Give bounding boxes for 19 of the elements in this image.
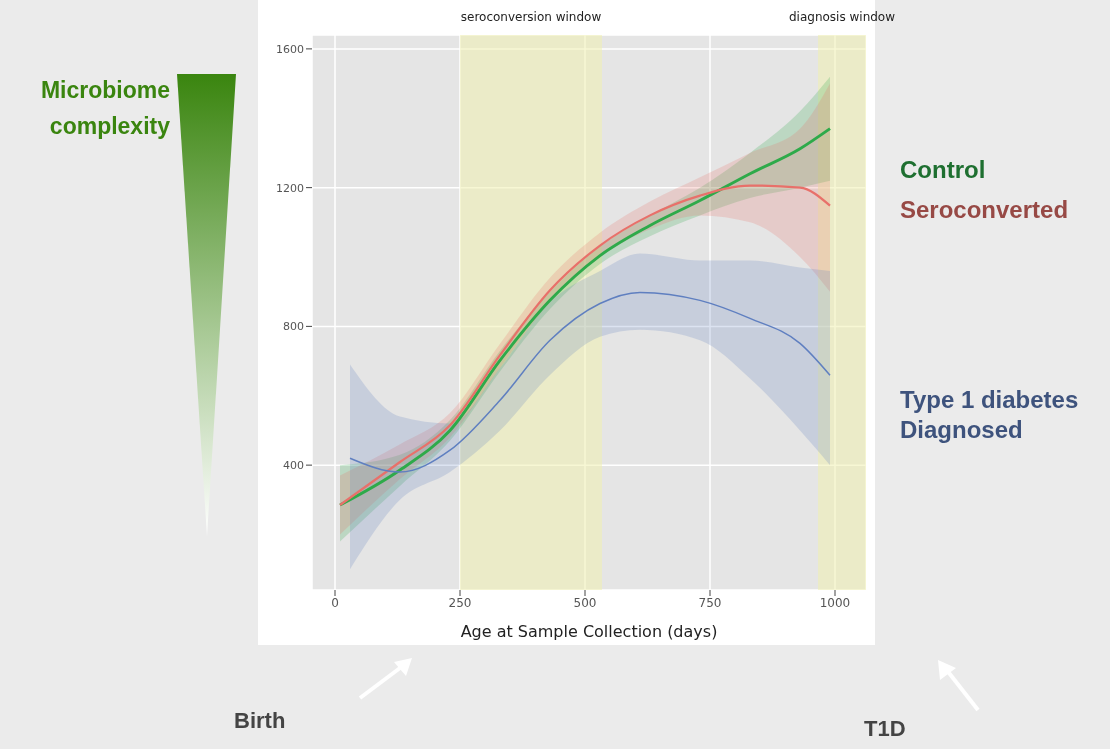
text: Microbiome complexity — [39, 76, 170, 141]
band-label: diagnosis window — [788, 10, 896, 24]
text: T1D — [864, 716, 906, 742]
x-tick-label: 250 — [448, 595, 472, 610]
x-axis-title: Age at Sample Collection (days) — [460, 622, 718, 641]
band-label: seroconversion window — [460, 10, 602, 24]
text: Type 1 diabetes Diagnosed — [900, 385, 1080, 445]
y-tick-label: 400 — [283, 459, 304, 473]
text: Seroconverted — [900, 195, 1070, 225]
x-tick-label: 0 — [331, 595, 339, 610]
text: Birth — [234, 708, 286, 734]
line-series — [349, 291, 831, 473]
y-tick-label: 1600 — [276, 42, 304, 56]
y-tick-label: 800 — [283, 320, 304, 334]
y-tick-label: 1200 — [276, 181, 304, 195]
x-tick-label: 750 — [698, 595, 722, 610]
text: Control — [900, 155, 987, 185]
x-tick-label: 500 — [573, 595, 597, 610]
x-tick-label: 1000 — [819, 595, 851, 610]
